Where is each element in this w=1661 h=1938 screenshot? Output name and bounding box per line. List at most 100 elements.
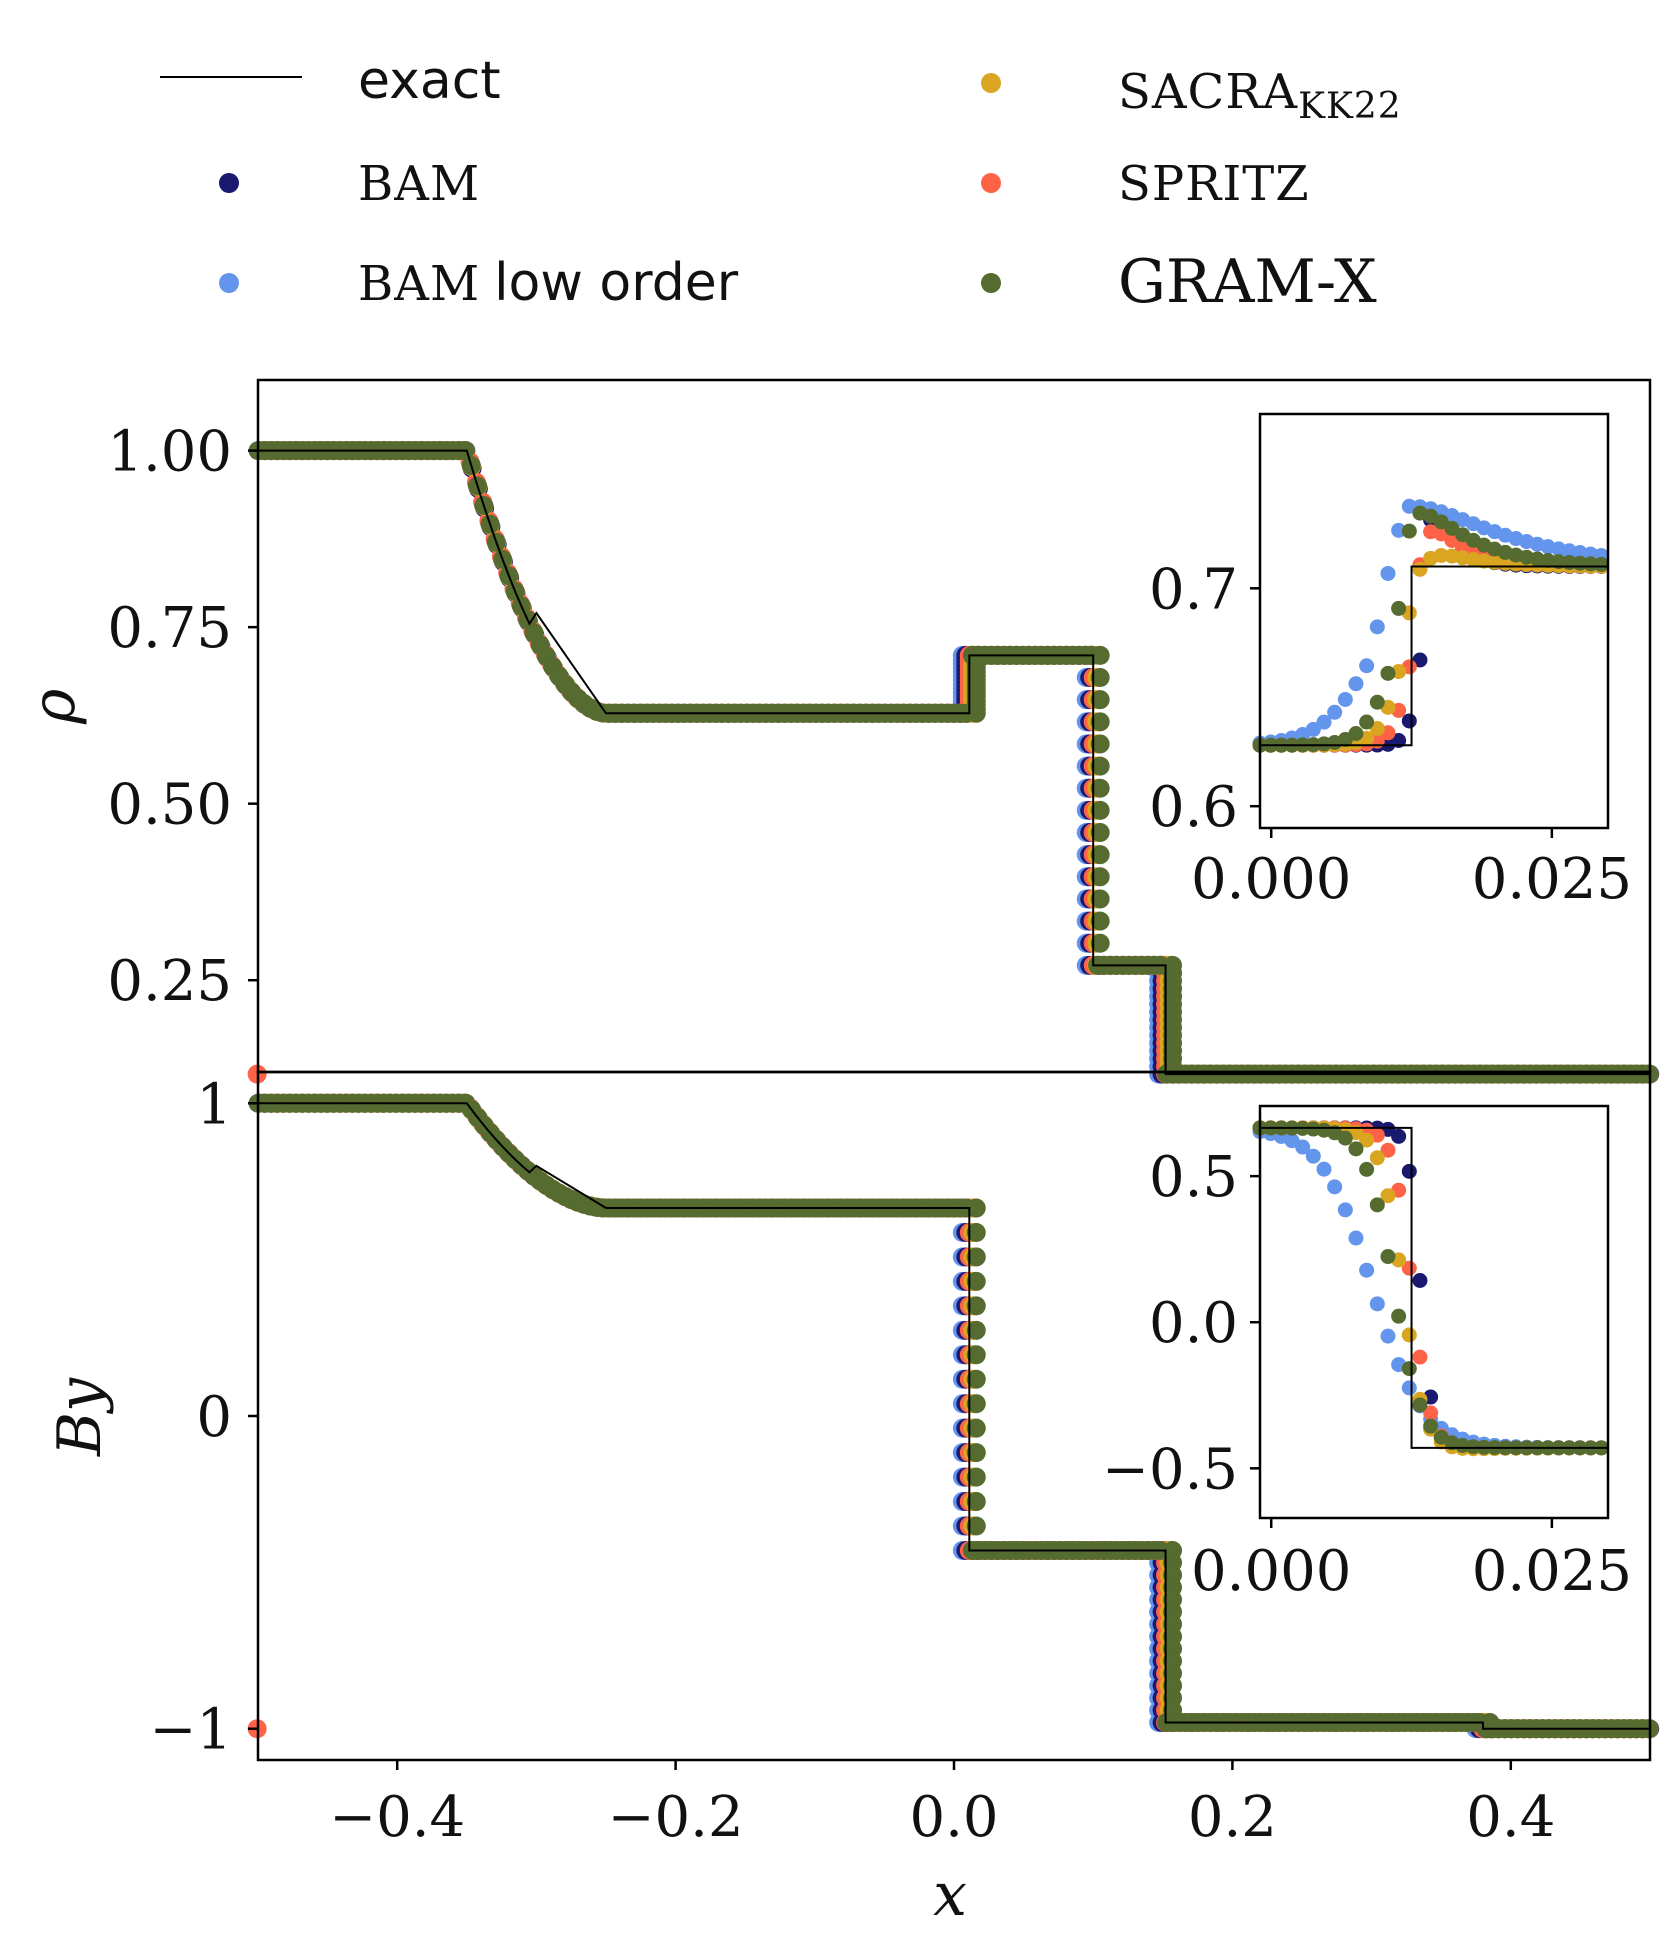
magnetic-field-inset-y-tick-label: −0.5 [1102, 1437, 1238, 1502]
density-point [1090, 911, 1110, 931]
magnetic-field-point [966, 1369, 986, 1389]
magnetic-field-point [966, 1296, 986, 1316]
density-point [1090, 823, 1110, 843]
density-point [1090, 756, 1110, 776]
density-y-tick-label: 0.75 [107, 596, 232, 661]
x-tick-label: 0.2 [1188, 1785, 1277, 1850]
legend-bam-low-order-label-part2: low order [494, 253, 739, 313]
density-inset-point [1380, 665, 1396, 681]
magnetic-field-inset-point [1380, 1328, 1396, 1344]
density-inset-point [1593, 556, 1609, 572]
magnetic-field-point [966, 1516, 986, 1536]
density-inset-y-tick-label: 0.7 [1149, 557, 1238, 622]
x-tick-label: 0.4 [1466, 1785, 1555, 1850]
magnetic-field-inset-point [1359, 1132, 1375, 1148]
density-inset-point [1327, 704, 1343, 720]
magnetic-field-x-ticks: −0.4 −0.2 0.0 0.2 0.4 [329, 1760, 1555, 1850]
density-inset-point [1583, 556, 1599, 572]
magnetic-field-inset-data-layer [1252, 1120, 1609, 1457]
magnetic-field-inset-point [1295, 1139, 1311, 1155]
magnetic-field-point [966, 1198, 986, 1218]
density-inset-point [1369, 619, 1385, 635]
magnetic-field-inset-point [1369, 1197, 1385, 1213]
magnetic-field-y-axis-label-text: By [45, 1377, 115, 1457]
magnetic-field-point [966, 1345, 986, 1365]
magnetic-field-inset-point [1380, 1188, 1396, 1204]
density-point [1090, 800, 1110, 820]
density-inset-frame [1258, 412, 1610, 830]
density-point [1090, 933, 1110, 953]
magnetic-field-inset-point [1412, 1349, 1428, 1365]
density-inset-point [1391, 522, 1407, 538]
density-inset-point [1348, 676, 1364, 692]
magnetic-field-inset-point [1465, 1439, 1481, 1455]
density-y-tick-label: 0.50 [107, 773, 232, 838]
density-point [1090, 690, 1110, 710]
density-data-layer [247, 441, 1660, 1084]
density-point [1090, 778, 1110, 798]
magnetic-field-inset-point [1401, 1163, 1417, 1179]
magnetic-field-data-layer [247, 1093, 1660, 1739]
magnetic-field-inset-point [1359, 1262, 1375, 1278]
legend-gramx-marker [981, 273, 1001, 293]
magnetic-field-inset-y-tick-label: 0.5 [1149, 1145, 1238, 1210]
x-tick-label: −0.4 [329, 1785, 465, 1850]
legend-gramx-label: GRAM-X [1118, 247, 1377, 317]
magnetic-field-inset-point [1348, 1141, 1364, 1157]
legend-spritz-marker [981, 173, 1001, 193]
density-inset-ticks: 0.7 0.6 0.000 0.025 [1149, 557, 1632, 912]
magnetic-field-point [966, 1222, 986, 1242]
magnetic-field-inset-point [1337, 1130, 1353, 1146]
density-inset-x-tick-label: 0.025 [1472, 847, 1632, 912]
magnetic-field-point [966, 1320, 986, 1340]
magnetic-field-y-tick-label: 1 [196, 1072, 232, 1137]
density-y-axis-label: ρ [19, 689, 89, 725]
magnetic-field-point [966, 1467, 986, 1487]
magnetic-field-point [966, 1271, 986, 1291]
density-point [1090, 867, 1110, 887]
magnetic-field-inset: 0.5 0.0 −0.5 0.000 0.025 [1102, 1104, 1632, 1604]
magnetic-field-exact-line [258, 1102, 1650, 1730]
legend-spritz-label: SPRITZ [1118, 156, 1310, 212]
magnetic-field-inset-point [1423, 1405, 1439, 1421]
density-inset-point [1348, 726, 1364, 742]
x-tick-label: −0.2 [608, 1785, 744, 1850]
density-inset-point [1359, 714, 1375, 730]
legend-bam-label: BAM [358, 156, 480, 212]
magnetic-field-inset-point [1337, 1202, 1353, 1218]
density-inset-point [1401, 523, 1417, 539]
legend: exact BAM BAM low order SACRAKK22 SPRITZ … [160, 51, 1401, 317]
magnetic-field-inset-ticks: 0.5 0.0 −0.5 0.000 0.025 [1102, 1145, 1632, 1604]
magnetic-field-inset-point [1369, 1296, 1385, 1312]
density-y-tick-label: 0.25 [107, 949, 232, 1014]
density-inset-x-tick-label: 0.000 [1191, 847, 1351, 912]
density-inset-point [1433, 547, 1449, 563]
density-point [1090, 668, 1110, 688]
magnetic-field-inset-x-tick-label: 0.025 [1472, 1539, 1632, 1604]
density-point [1090, 845, 1110, 865]
magnetic-field-inset-point [1401, 1327, 1417, 1343]
magnetic-field-y-tick-label: 0 [196, 1385, 232, 1450]
magnetic-field-inset-point [1380, 1249, 1396, 1265]
magnetic-field-point [966, 1443, 986, 1463]
magnetic-field-inset-point [1305, 1148, 1321, 1164]
density-inset-point [1412, 652, 1428, 668]
magnetic-field-point [966, 1418, 986, 1438]
magnetic-field-point [966, 1394, 986, 1414]
magnetic-field-panel: 10−1 −0.4 −0.2 0.0 0.2 0.4 By x 0.50.0−0.50.… [45, 1070, 1660, 1930]
density-y-ticks: 1.00 0.75 0.50 0.25 [107, 420, 258, 1014]
magnetic-field-y-axis-label: By [45, 1377, 115, 1457]
density-y-tick-label: 1.00 [107, 420, 232, 485]
density-exact-line [258, 449, 1650, 1076]
density-inset-point [1401, 713, 1417, 729]
density-inset-point [1359, 658, 1375, 674]
magnetic-field-inset-point [1391, 1308, 1407, 1324]
density-panel: 1.00 0.75 0.50 0.25 ρ 0.7 0.6 0.000 0.025 [19, 378, 1660, 1084]
magnetic-field-inset-x-tick-label: 0.000 [1191, 1539, 1351, 1604]
density-inset-point [1380, 565, 1396, 581]
magnetic-field-inset-point [1423, 1418, 1439, 1434]
magnetic-field-inset-point [1327, 1179, 1343, 1195]
magnetic-field-inset-exact-line [1260, 1126, 1608, 1449]
density-point [1090, 645, 1110, 665]
